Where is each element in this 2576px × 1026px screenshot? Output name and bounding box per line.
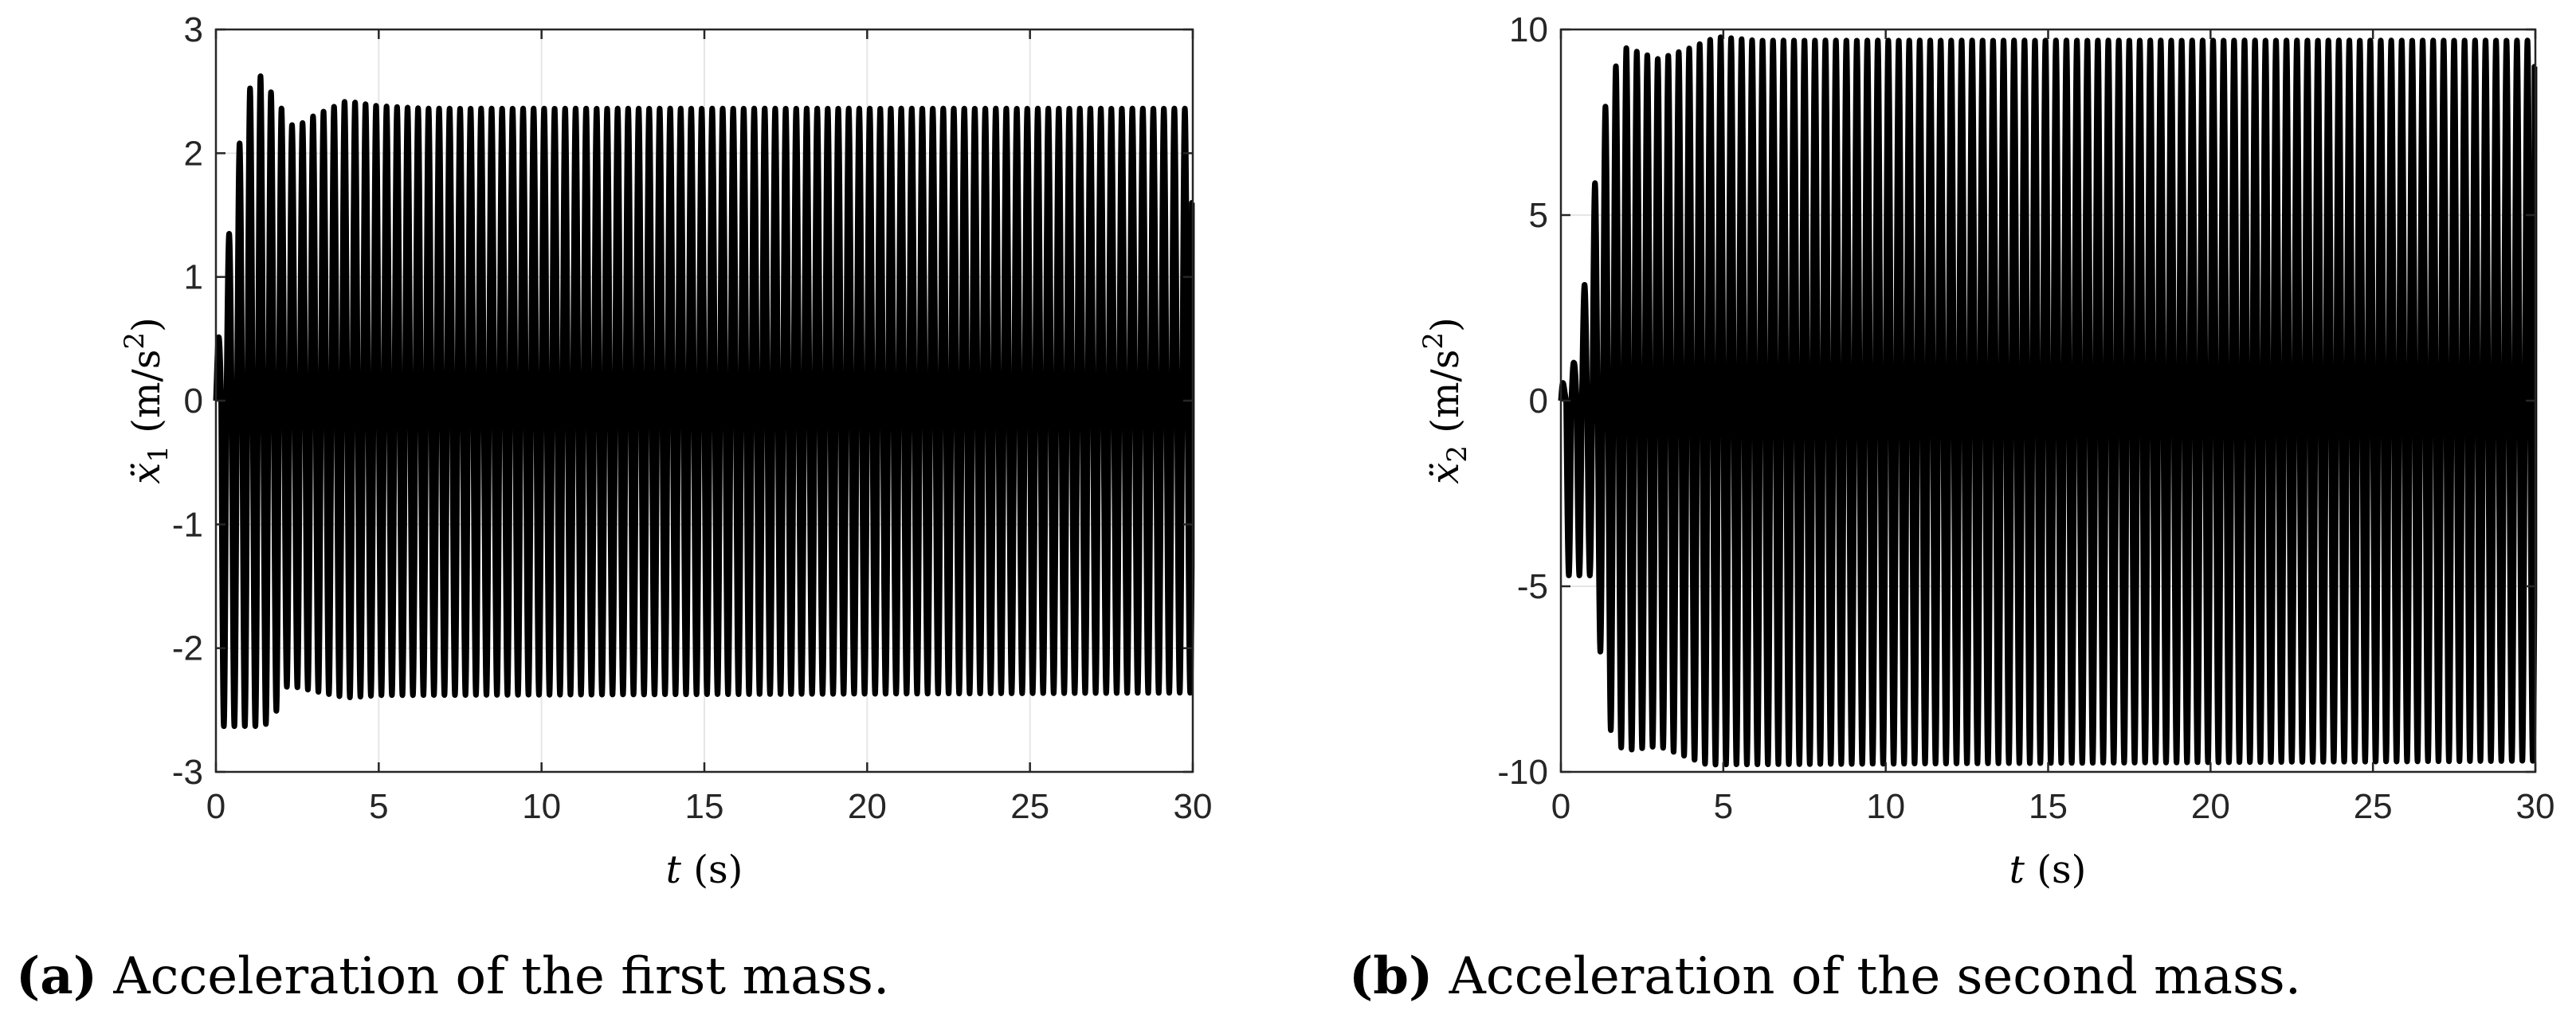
svg-text:ẍ2 (m/s2): ẍ2 (m/s2): [1417, 317, 1473, 484]
panel-b-x-tick-label: 15: [2029, 787, 2068, 826]
panel-b-x-tick-label: 5: [1714, 787, 1733, 826]
panel-b-x-tick-label: 20: [2191, 787, 2230, 826]
panel-a-caption-text: Acceleration of the first mass.: [97, 947, 889, 1006]
panel-b-x-axis-label: t (s): [2009, 848, 2087, 892]
panel-a-acceleration-first-mass: 0 5 10 15 20 25 30 -3 -2 -1 0 1 2 3 t (s) ẍ1 (m/s2) (…: [16, 10, 1212, 1006]
panel-a-y-tick-label: -3: [172, 753, 203, 792]
panel-b-y-tick-label: -10: [1497, 753, 1548, 792]
panel-a-ticks: 0 5 10 15 20 25 30 -3 -2 -1 0 1 2 3: [172, 10, 1213, 826]
panel-a-x-tick-label: 0: [206, 787, 225, 826]
panel-a-y-tick-label: -2: [172, 629, 203, 668]
panel-a-y-tick-label: 3: [184, 10, 203, 49]
panel-a-y-tick-label: 1: [184, 258, 203, 297]
panel-a-caption: (a) Acceleration of the first mass.: [16, 946, 889, 1006]
panel-b-acceleration-second-mass: 0 5 10 15 20 25 30 -10 -5 0 5 10 t (s) ẍ2 (m/s2) (b…: [1349, 10, 2554, 1006]
panel-a-caption-letter: (a): [16, 946, 97, 1006]
panel-b-x-tick-label: 0: [1551, 787, 1570, 826]
svg-text:ẍ1 (m/s2): ẍ1 (m/s2): [119, 317, 174, 484]
panel-b-x-tick-label: 25: [2354, 787, 2393, 826]
panel-a-x-tick-label: 15: [685, 787, 724, 826]
panel-b-series-line: [1558, 34, 2539, 768]
panel-a-x-axis-label: t (s): [666, 848, 743, 892]
panel-b-series: [1558, 34, 2539, 768]
panel-a-series: [213, 73, 1196, 730]
panel-a-x-tick-label: 20: [848, 787, 887, 826]
panel-b-y-tick-label: 10: [1509, 10, 1548, 49]
panel-a-y-tick-label: -1: [172, 505, 203, 544]
panel-b-y-axis-label: ẍ2 (m/s2): [1417, 317, 1473, 484]
panel-a-y-tick-label: 0: [184, 382, 203, 421]
panel-b-y-tick-label: 0: [1529, 382, 1548, 421]
panel-a-x-tick-label: 5: [369, 787, 388, 826]
panel-b-ticks: 0 5 10 15 20 25 30 -10 -5 0 5 10: [1497, 10, 2554, 826]
panel-b-y-tick-label: -5: [1517, 567, 1548, 606]
panel-b-x-tick-label: 10: [1866, 787, 1905, 826]
panel-a-x-tick-label: 25: [1010, 787, 1049, 826]
panel-b-caption-letter: (b): [1349, 946, 1433, 1006]
panel-b-caption-text: Acceleration of the second mass.: [1433, 947, 2301, 1006]
panel-a-x-tick-label: 10: [522, 787, 561, 826]
panel-a-y-tick-label: 2: [184, 134, 203, 173]
panel-a-y-axis-label: ẍ1 (m/s2): [119, 317, 174, 484]
panel-b-y-tick-label: 5: [1529, 196, 1548, 235]
panel-b-x-tick-label: 30: [2516, 787, 2555, 826]
panel-a-series-line: [213, 73, 1196, 730]
panel-a-x-tick-label: 30: [1174, 787, 1213, 826]
panel-b-caption: (b) Acceleration of the second mass.: [1349, 946, 2301, 1006]
